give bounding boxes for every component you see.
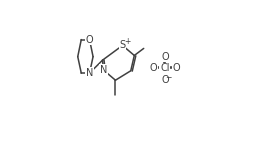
Text: Cl: Cl (160, 63, 170, 73)
Text: O: O (173, 63, 181, 73)
Text: N: N (100, 65, 107, 75)
Text: O: O (161, 75, 169, 85)
Text: O: O (161, 52, 169, 62)
Text: O: O (86, 35, 93, 45)
Text: +: + (125, 37, 131, 46)
Text: −: − (165, 73, 171, 82)
Text: O: O (149, 63, 157, 73)
Text: S: S (119, 40, 125, 50)
Text: N: N (86, 68, 93, 78)
